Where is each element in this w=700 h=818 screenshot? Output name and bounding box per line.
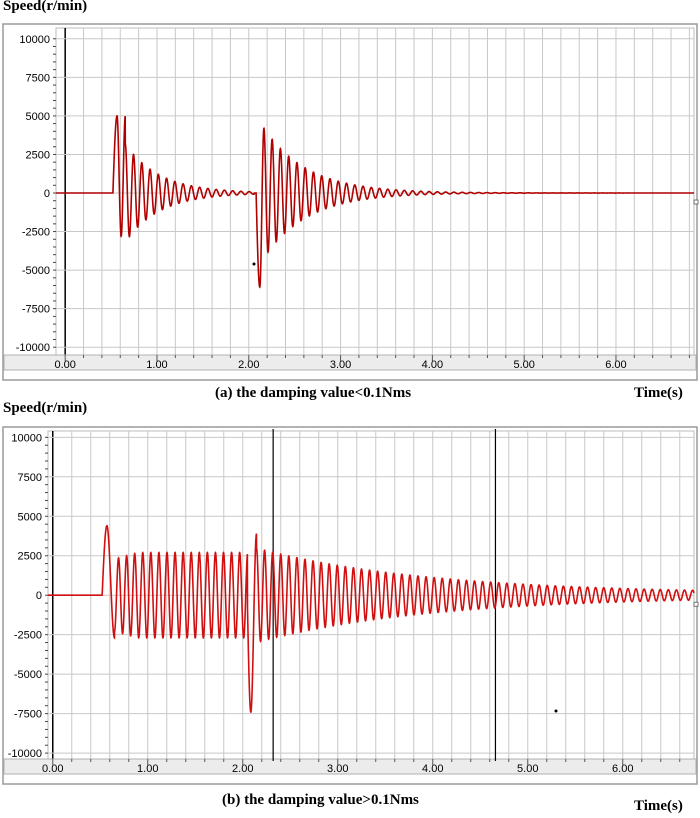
- series-line: [56, 115, 694, 289]
- series-line: [48, 524, 695, 714]
- panel-b-caption: (b) the damping value>0.1Nms: [222, 792, 419, 808]
- x-axis-strip: 0.00 1.00 2.00 3.00 4.00 5.00 6.00: [3, 354, 697, 371]
- x-tick-label: 2.00: [232, 763, 253, 775]
- chart-panel-a: 100007500500025000-2500-5000-7500-100000…: [2, 23, 699, 381]
- y-tick-label: 7500: [18, 472, 42, 484]
- x-tick-label: 1.00: [146, 359, 167, 371]
- panel-a-caption: (a) the damping value<0.1Nms: [215, 385, 412, 401]
- x-tick-label: 1.00: [137, 763, 158, 775]
- edge-handle: [693, 601, 699, 607]
- y-tick-label: -7500: [14, 709, 42, 721]
- x-tick-label: 3.00: [330, 359, 351, 371]
- marker-dot: [554, 709, 558, 713]
- y-tick-label: -10000: [8, 748, 42, 760]
- marker-dot: [252, 262, 256, 266]
- y-tick-label: -5000: [14, 669, 42, 681]
- y-tick-label: 10000: [19, 34, 50, 46]
- x-axis-bar: [3, 354, 697, 371]
- x-tick-label: 2.00: [238, 359, 259, 371]
- x-tick-label: 6.00: [612, 763, 633, 775]
- edge-handle: [693, 199, 699, 205]
- x-tick-label: 5.00: [513, 359, 534, 371]
- y-tick-label: -7500: [22, 304, 50, 316]
- y-tick-label: -2500: [22, 227, 50, 239]
- y-tick-label: -5000: [22, 265, 50, 277]
- panel-a-xlabel: Time(s): [634, 385, 683, 401]
- x-tick-label: 6.00: [605, 359, 626, 371]
- y-tick-label: 5000: [26, 111, 50, 123]
- x-tick-label: 4.00: [422, 359, 443, 371]
- panel-a-ylabel: Speed(r/min): [3, 0, 88, 14]
- panel-b-xlabel: Time(s): [634, 798, 683, 814]
- x-tick-label: 4.00: [422, 763, 443, 775]
- y-tick-label: -10000: [16, 342, 50, 354]
- chart-panel-b: 10000 7500 5000 2500 0 -2500 -5000 -7500 -100000…: [2, 426, 699, 785]
- x-tick-label: 3.00: [327, 763, 348, 775]
- y-tick-label: 2500: [18, 551, 42, 563]
- y-tick-label: 5000: [18, 511, 42, 523]
- x-tick-label: 0.00: [42, 763, 63, 775]
- x-axis-strip: 0.00 1.00 2.00 3.00 4.00 5.00 6.00: [3, 758, 697, 775]
- panel-b-ylabel: Speed(r/min): [3, 400, 88, 416]
- y-tick-label: 7500: [26, 72, 50, 84]
- x-tick-label: 5.00: [517, 763, 538, 775]
- x-tick-label: 0.00: [54, 359, 75, 371]
- y-tick-label: -2500: [14, 630, 42, 642]
- y-tick-label: 0: [44, 188, 50, 200]
- x-axis-bar: [3, 758, 697, 775]
- y-tick-label: 10000: [11, 432, 42, 444]
- y-tick-label: 2500: [26, 149, 50, 161]
- y-tick-label: 0: [36, 590, 42, 602]
